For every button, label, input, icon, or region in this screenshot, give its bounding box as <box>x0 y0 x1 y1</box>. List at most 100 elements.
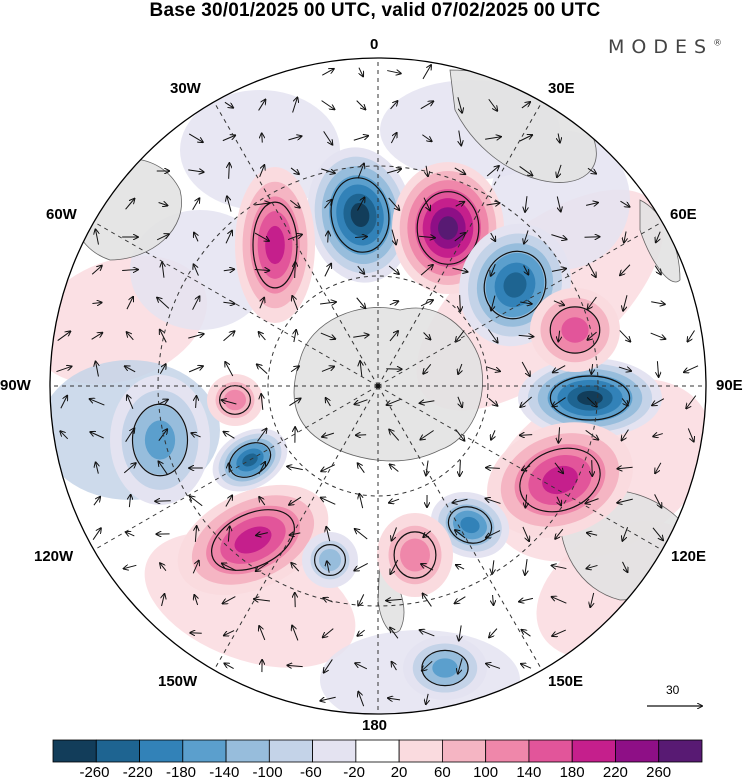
wind-vector-arrow <box>321 464 336 472</box>
wind-vector-arrow <box>355 529 368 540</box>
positive-anomaly <box>542 465 578 495</box>
wind-vector-arrow <box>95 229 98 245</box>
wind-vector-arrow <box>687 330 695 341</box>
wind-vector-arrow <box>359 494 362 509</box>
wind-vector-arrow <box>258 100 266 111</box>
negative-anomaly-contour <box>549 375 631 421</box>
wind-vector-arrow <box>420 430 434 440</box>
wind-vector-arrow <box>454 233 466 242</box>
wind-vector-arrow <box>386 599 402 600</box>
wind-vector-arrow <box>519 166 533 175</box>
positive-anomaly-contour <box>210 509 296 571</box>
wind-vector-arrow <box>456 565 465 569</box>
wind-vector-arrow <box>587 167 596 173</box>
wind-vector-arrow <box>390 628 399 639</box>
wind-vector-arrow <box>585 203 598 206</box>
lon-label-120w: 120W <box>34 548 74 565</box>
wind-vector-arrow <box>585 498 599 504</box>
wind-vector-arrow <box>423 197 430 211</box>
wind-vector-arrow <box>423 594 432 607</box>
wind-vector-arrow <box>392 527 397 540</box>
wind-vector-arrow <box>519 598 534 601</box>
wind-vector-arrow <box>223 331 235 342</box>
lon-label-180: 180 <box>362 717 388 734</box>
wind-vector-arrow <box>91 266 102 275</box>
wind-vector-arrow <box>422 134 431 142</box>
wind-vector-arrow <box>289 496 302 505</box>
wind-vector-arrow <box>522 630 531 637</box>
wind-vector-arrow <box>96 462 99 474</box>
wind-vector-arrow <box>420 265 433 276</box>
wind-vector-arrow <box>357 629 365 636</box>
wind-vector-arrow <box>222 400 237 405</box>
wind-vector-arrow <box>486 203 500 205</box>
positive-anomaly <box>265 225 285 265</box>
colorbar-swatch <box>95 739 140 763</box>
wind-vector-arrow <box>551 234 566 240</box>
wind-vector-arrow <box>520 435 533 436</box>
wind-vector-arrow <box>358 594 365 605</box>
wind-vector-arrow <box>320 302 336 304</box>
wind-vector-arrow <box>653 434 663 437</box>
wind-vector-arrow <box>326 527 329 542</box>
wind-vector-arrow <box>487 329 497 342</box>
wind-vector-arrow <box>222 135 235 142</box>
wind-vector-arrow <box>327 561 329 573</box>
wind-vector-arrow <box>229 463 230 473</box>
wind-vector-arrow <box>420 300 433 307</box>
colorbar-tick-label: -260 <box>79 764 110 781</box>
wind-vector-arrow <box>355 237 367 238</box>
wind-vector-arrow <box>652 398 665 406</box>
wind-vector-arrow <box>520 396 532 407</box>
wind-vector-arrow <box>224 663 234 670</box>
wind-vector-arrow <box>192 296 200 310</box>
wind-vector-arrow <box>125 199 135 210</box>
wind-vector-arrow <box>223 596 236 604</box>
wind-vector-arrow <box>587 533 598 535</box>
wind-vector-arrow <box>57 331 71 341</box>
wind-vector-arrow <box>122 270 138 271</box>
wind-vector-arrow <box>553 365 566 373</box>
negative-anomaly-contour <box>447 506 493 544</box>
wind-vector-arrow <box>555 528 564 539</box>
wind-vector-arrow <box>194 233 198 242</box>
wind-vector-arrow <box>620 200 629 207</box>
negative-anomaly <box>432 658 458 678</box>
wind-vector-arrow <box>388 698 401 700</box>
wind-vector-arrow <box>624 231 626 242</box>
wind-vector-arrow <box>223 302 234 303</box>
wind-vector-arrow <box>294 330 296 343</box>
wind-vector-arrow <box>485 137 501 139</box>
wind-vector-arrow <box>552 397 566 407</box>
wind-vector-arrow <box>323 131 333 144</box>
positive-anomaly-contour <box>416 191 480 265</box>
wind-vector-arrow <box>652 527 663 540</box>
wind-vector-arrow <box>419 236 435 238</box>
colorbar-tick-label: -220 <box>122 764 153 781</box>
wind-vector-arrow <box>656 231 661 243</box>
wind-vector-arrow <box>488 397 498 406</box>
wind-vector-arrow <box>558 427 559 442</box>
wind-vector-arrow <box>521 361 530 376</box>
lon-label-60e: 60E <box>670 206 697 223</box>
wind-vector-arrow <box>155 501 171 502</box>
meridian-line <box>93 385 379 551</box>
colorbar-tick-label: -20 <box>343 764 365 781</box>
wind-vector-arrow <box>222 563 237 572</box>
brand-logo: MODES® <box>608 36 723 58</box>
wind-vector-arrow <box>127 395 134 409</box>
wind-vector-arrow <box>126 297 133 310</box>
map-border <box>49 57 707 715</box>
wind-vector-arrow <box>524 230 529 243</box>
wind-vector-arrow <box>552 565 567 568</box>
wind-vector-arrow <box>93 497 100 506</box>
wind-vector-arrow <box>390 559 399 574</box>
wind-vector-arrow <box>356 297 366 309</box>
wind-vector-arrow <box>91 333 103 340</box>
wind-vector-arrow <box>420 401 435 403</box>
wind-vector-arrow <box>389 301 398 305</box>
wind-vector-arrow <box>426 693 428 704</box>
map-title: Base 30/01/2025 00 UTC, valid 07/02/2025… <box>149 0 601 21</box>
wind-vector-arrow <box>491 430 495 439</box>
wind-vector-arrow <box>125 428 135 442</box>
